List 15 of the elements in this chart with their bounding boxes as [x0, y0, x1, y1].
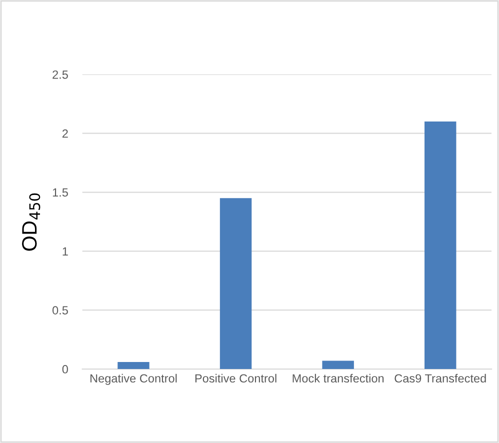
- bar: [220, 198, 252, 370]
- x-tick-label: Positive Control: [195, 374, 276, 383]
- x-tick-label: Negative Control: [90, 374, 177, 385]
- y-tick-label: 1.5: [52, 188, 68, 197]
- bar: [118, 362, 150, 370]
- bar: [322, 360, 354, 370]
- y-tick-label: 0.5: [52, 306, 68, 314]
- x-tick-label: Mock transfection: [292, 374, 384, 383]
- y-axis-title: OD$_{450}$: [22, 193, 40, 251]
- y-tick-label: 2.5: [52, 70, 68, 79]
- x-tick-label: Cas9 Transfected: [394, 374, 486, 383]
- y-tick-label: 1: [62, 247, 68, 256]
- y-tick-label: 2: [62, 129, 68, 138]
- bar: [424, 122, 456, 370]
- y-tick-label: 0: [62, 365, 68, 374]
